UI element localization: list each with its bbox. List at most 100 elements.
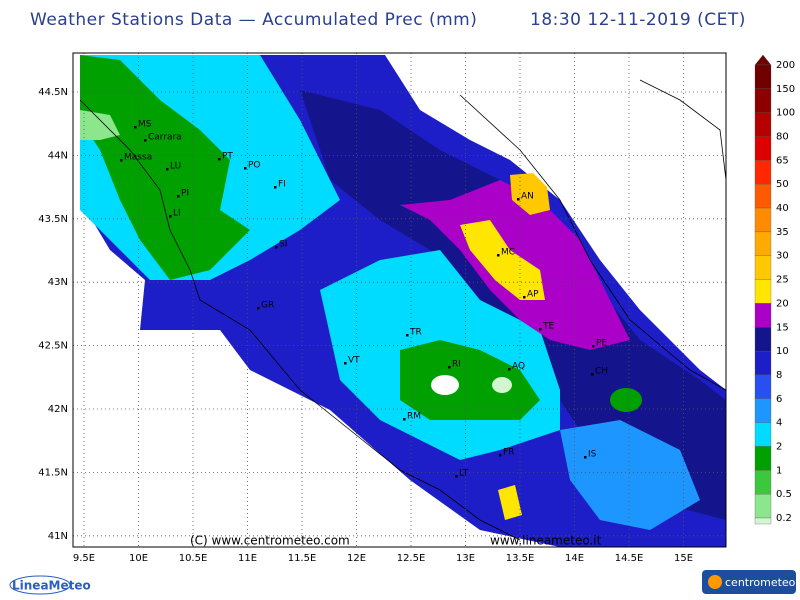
city-label: FI — [278, 180, 286, 190]
city-dot — [120, 159, 123, 162]
city-dot — [508, 368, 511, 371]
logo-left: LineaMeteo — [9, 575, 91, 595]
legend-swatch — [754, 494, 772, 519]
legend-label: 4 — [776, 418, 782, 429]
lon-label: 11E — [238, 553, 257, 564]
map-frame — [72, 52, 727, 548]
city-label: AQ — [512, 362, 525, 372]
city-dot — [455, 475, 458, 478]
city-dot — [218, 158, 221, 161]
legend-label: 200 — [776, 60, 795, 71]
legend-swatch — [754, 184, 772, 209]
lon-label: 12E — [347, 553, 366, 564]
lat-label: 44N — [48, 150, 68, 161]
lon-label: 13E — [456, 553, 475, 564]
city-label: Carrara — [148, 133, 182, 143]
city-label: IS — [588, 450, 597, 460]
legend-label: 40 — [776, 203, 789, 214]
lon-label: 10.5E — [179, 553, 208, 564]
city-label: RM — [407, 412, 421, 422]
city-dot — [344, 362, 347, 365]
legend-swatch — [754, 374, 772, 399]
city-label: CH — [595, 367, 608, 377]
lat-label: 42.5N — [38, 341, 68, 352]
city-dot — [584, 456, 587, 459]
city-label: GR — [261, 301, 274, 311]
city-label: PE — [596, 339, 607, 349]
legend-label: 30 — [776, 251, 789, 262]
city-dot — [448, 366, 451, 369]
city-dot — [499, 454, 502, 457]
lon-label: 12.5E — [397, 553, 426, 564]
legend-swatch — [754, 279, 772, 304]
legend-label: 100 — [776, 108, 795, 119]
legend-swatch — [754, 64, 772, 89]
legend-label: 25 — [776, 275, 789, 286]
city-label: AN — [521, 192, 534, 202]
legend-swatch — [754, 398, 772, 423]
legend-label: 0.2 — [776, 513, 792, 524]
city-dot — [523, 296, 526, 299]
lat-label: 41.5N — [38, 467, 68, 478]
legend-label: 65 — [776, 155, 789, 166]
credit-left: (C) www.centrometeo.com — [190, 534, 350, 548]
legend-swatch — [754, 470, 772, 495]
lat-label: 43.5N — [38, 214, 68, 225]
city-dot — [517, 198, 520, 201]
legend-label: 1 — [776, 465, 782, 476]
timestamp: 18:30 12-11-2019 (CET) — [530, 10, 746, 30]
city-label: Massa — [124, 153, 152, 163]
city-label: LU — [170, 162, 181, 172]
legend-swatch — [754, 350, 772, 376]
legend-label: 10 — [776, 346, 789, 357]
logo-right: centrometeo — [702, 570, 796, 594]
city-label: MS — [138, 120, 152, 130]
legend-label: 150 — [776, 84, 795, 95]
legend-label: 50 — [776, 179, 789, 190]
lon-label: 9.5E — [73, 553, 95, 564]
legend-swatch — [754, 88, 772, 113]
city-dot — [275, 246, 278, 249]
city-dot — [497, 254, 500, 257]
logo-left-text: LineaMeteo — [12, 579, 91, 593]
legend-swatch — [754, 255, 772, 280]
lat-label: 44.5N — [38, 87, 68, 98]
legend-swatch — [754, 517, 772, 525]
legend-label: 8 — [776, 370, 782, 381]
legend-label: 80 — [776, 132, 789, 143]
city-dot — [244, 167, 247, 170]
legend-label: 2 — [776, 441, 782, 452]
title: Weather Stations Data — Accumulated Prec… — [30, 10, 477, 30]
city-dot — [134, 126, 137, 129]
city-dot — [539, 328, 542, 331]
legend-swatch — [754, 207, 772, 233]
city-label: PO — [248, 161, 261, 171]
city-dot — [257, 307, 260, 310]
legend-swatch — [754, 422, 772, 447]
city-dot — [144, 139, 147, 142]
lon-label: 14.5E — [615, 553, 644, 564]
lat-label: 41N — [48, 531, 68, 542]
city-label: RI — [452, 360, 461, 370]
city-label: AP — [527, 290, 539, 300]
legend-swatch — [754, 327, 772, 352]
city-dot — [274, 186, 277, 189]
city-dot — [592, 345, 595, 348]
graticule: 9.5E 10E 10.5E 11E 11.5E 12E 12.5E 13E 13.5E 14E 1… — [38, 53, 726, 564]
legend-swatch — [754, 160, 772, 185]
city-dot — [591, 373, 594, 376]
city-label: VT — [348, 356, 360, 366]
lon-label: 11.5E — [288, 553, 317, 564]
city-label: SI — [279, 240, 287, 250]
city-label: PT — [222, 152, 233, 162]
legend-arrow — [754, 54, 772, 66]
legend-swatch — [754, 112, 772, 137]
city-dot — [177, 195, 180, 198]
lon-label: 10E — [129, 553, 148, 564]
lat-label: 43N — [48, 277, 68, 288]
legend-swatch — [754, 446, 772, 471]
legend-swatch — [754, 136, 772, 161]
lon-label: 14E — [565, 553, 584, 564]
